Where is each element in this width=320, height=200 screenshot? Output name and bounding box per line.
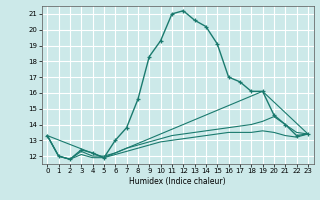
X-axis label: Humidex (Indice chaleur): Humidex (Indice chaleur): [129, 177, 226, 186]
